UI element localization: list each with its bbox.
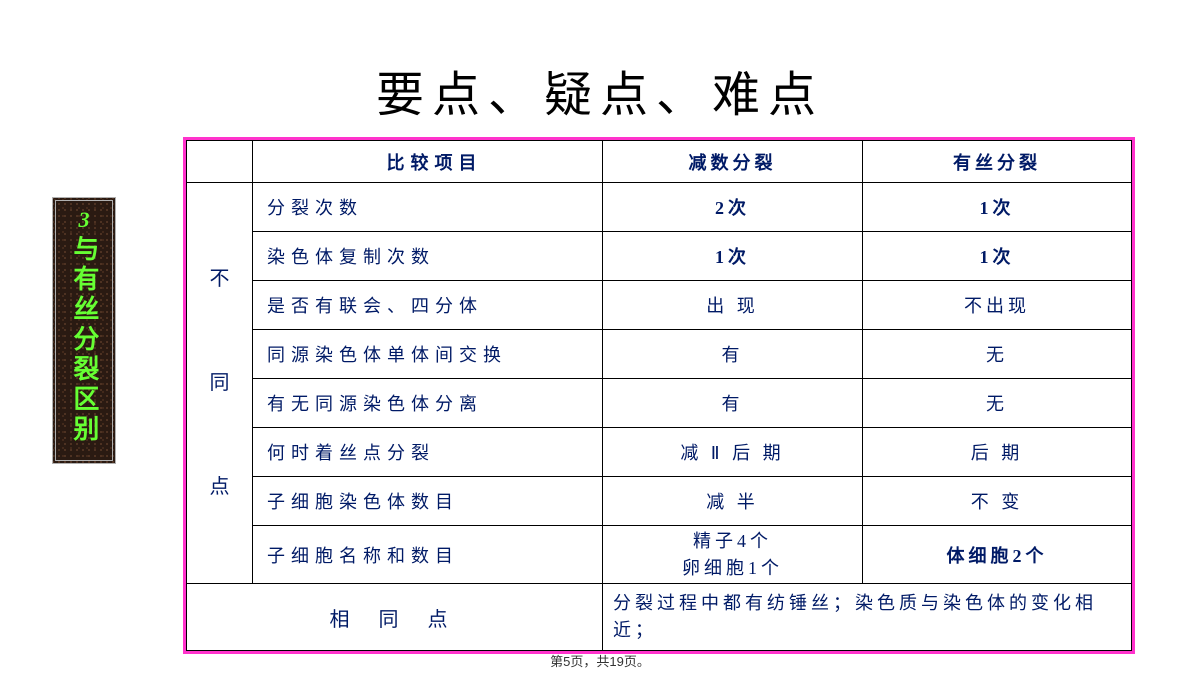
slide-title: 要点、疑点、难点 [0,55,1200,125]
cell-b: 1次 [863,232,1132,281]
cell-item: 同源染色体单体间交换 [253,330,603,379]
cell-item: 染色体复制次数 [253,232,603,281]
table-row: 子细胞名称和数目 精子4个 卵细胞1个 体细胞2个 [187,526,1132,584]
section-number: 3 [58,207,110,233]
header-item: 比较项目 [253,141,603,183]
cell-value: 2次 [715,198,750,218]
cell-b: 后 期 [863,428,1132,477]
section-badge: 3 与有丝分裂区别 [52,197,116,464]
table-row: 不 同 点 分裂次数 2次 1次 [187,183,1132,232]
cell-item: 分裂次数 [253,183,603,232]
cell-a: 出 现 [603,281,863,330]
table-row: 何时着丝点分裂 减 Ⅱ 后 期 后 期 [187,428,1132,477]
header-blank [187,141,253,183]
table-row: 同源染色体单体间交换 有 无 [187,330,1132,379]
cell-value: 1次 [980,247,1015,267]
comparison-table: 比较项目 减数分裂 有丝分裂 不 同 点 分裂次数 2次 1次 染色体复制次数 … [186,140,1132,651]
diff-label: 不 同 点 [187,183,253,584]
cell-b: 1次 [863,183,1132,232]
header-col-a: 减数分裂 [603,141,863,183]
cell-a: 减 半 [603,477,863,526]
cell-b: 无 [863,330,1132,379]
cell-value: 1次 [715,247,750,267]
cell-value: 1次 [980,198,1015,218]
table-row: 子细胞染色体数目 减 半 不 变 [187,477,1132,526]
cell-item: 何时着丝点分裂 [253,428,603,477]
cell-a: 2次 [603,183,863,232]
cell-a: 1次 [603,232,863,281]
page-footer: 第5页，共19页。 [0,651,1200,670]
cell-b: 不 变 [863,477,1132,526]
cell-item: 子细胞名称和数目 [253,526,603,584]
cell-a: 有 [603,379,863,428]
cell-item: 子细胞染色体数目 [253,477,603,526]
section-text: 与有丝分裂区别 [67,235,101,445]
comparison-table-container: 比较项目 减数分裂 有丝分裂 不 同 点 分裂次数 2次 1次 染色体复制次数 … [183,137,1135,654]
same-value: 分裂过程中都有纺锤丝；染色质与染色体的变化相近； [603,584,1132,651]
cell-b: 不出现 [863,281,1132,330]
same-label: 相 同 点 [187,584,603,651]
cell-a: 有 [603,330,863,379]
cell-b: 体细胞2个 [863,526,1132,584]
cell-b: 无 [863,379,1132,428]
cell-a: 精子4个 卵细胞1个 [603,526,863,584]
slide: 要点、疑点、难点 3 与有丝分裂区别 比较项目 减数分裂 有丝分裂 不 同 点 … [0,0,1200,680]
table-header-row: 比较项目 减数分裂 有丝分裂 [187,141,1132,183]
cell-value: 体细胞2个 [947,546,1048,566]
table-row: 染色体复制次数 1次 1次 [187,232,1132,281]
same-row: 相 同 点 分裂过程中都有纺锤丝；染色质与染色体的变化相近； [187,584,1132,651]
cell-item: 有无同源染色体分离 [253,379,603,428]
table-row: 有无同源染色体分离 有 无 [187,379,1132,428]
cell-item: 是否有联会、四分体 [253,281,603,330]
header-col-b: 有丝分裂 [863,141,1132,183]
table-row: 是否有联会、四分体 出 现 不出现 [187,281,1132,330]
cell-a: 减 Ⅱ 后 期 [603,428,863,477]
